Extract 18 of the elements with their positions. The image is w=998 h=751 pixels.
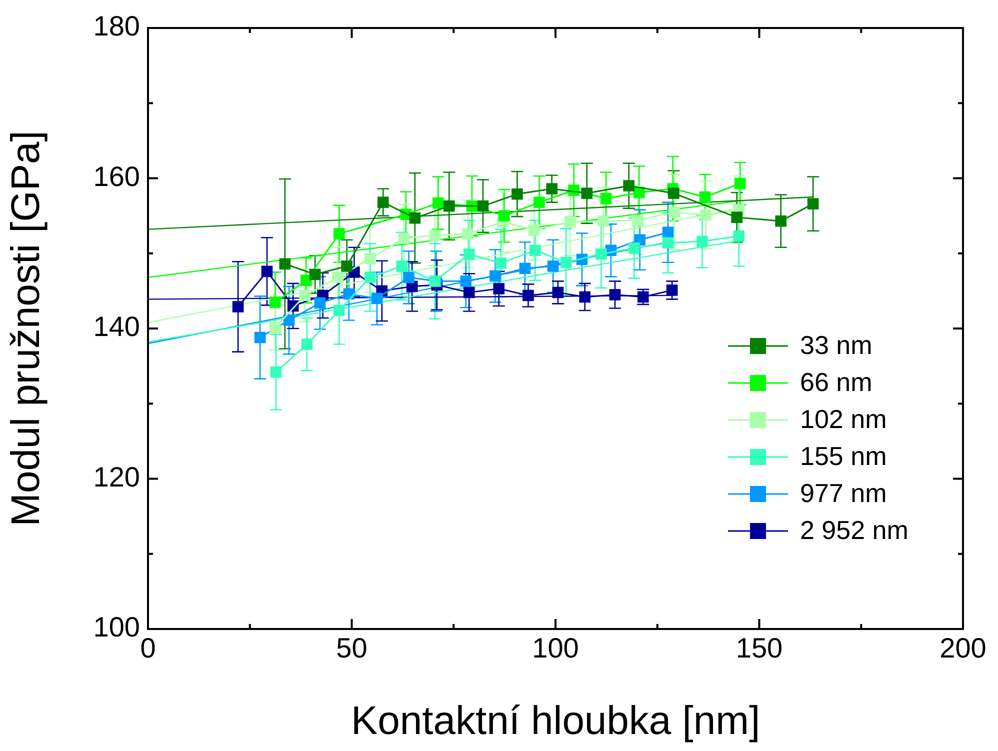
y-tick-label: 140 <box>93 311 140 342</box>
y-tick-label: 180 <box>93 10 140 42</box>
legend-label: 33 nm <box>800 330 872 360</box>
y-tick-label: 160 <box>93 160 140 192</box>
x-tick-label: 0 <box>140 632 156 664</box>
x-tick-label: 50 <box>336 632 368 664</box>
x-axis-title: Kontaktní hloubka [nm] <box>350 699 760 744</box>
y-tick-label: 120 <box>93 461 140 492</box>
legend-label: 102 nm <box>800 404 887 434</box>
legend-label: 977 nm <box>800 478 887 508</box>
x-tick-label: 200 <box>940 632 986 664</box>
legend-label: 66 nm <box>800 367 872 398</box>
y-tick-label: 100 <box>93 612 140 643</box>
legend-label: 2 952 nm <box>800 515 908 546</box>
x-tick-label: 100 <box>532 632 579 664</box>
x-tick-label: 150 <box>736 632 783 664</box>
legend-label: 155 nm <box>800 441 887 472</box>
y-axis-title: Modul pružnosti [GPa] <box>4 130 48 526</box>
